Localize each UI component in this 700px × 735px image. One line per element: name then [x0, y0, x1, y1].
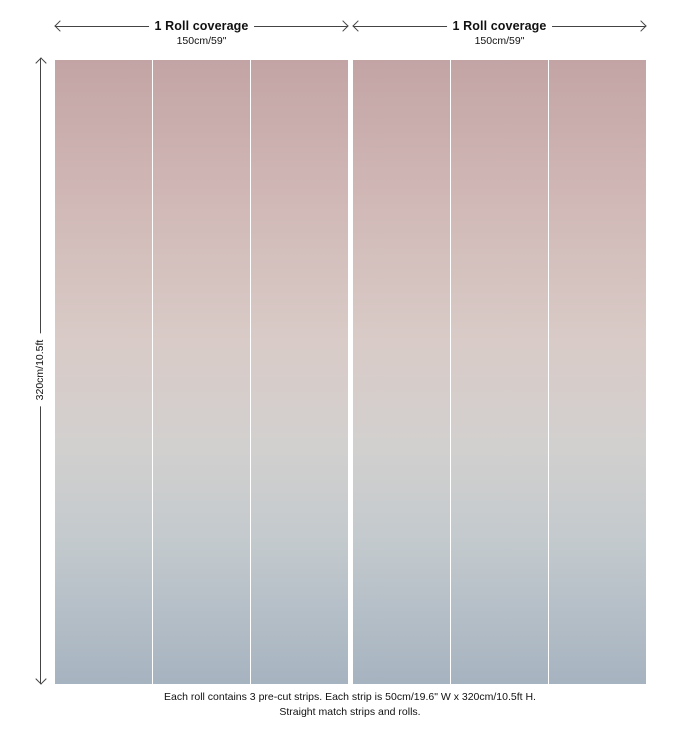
roll-1-dimension: 1 Roll coverage 150cm/59" [54, 14, 349, 54]
caption-line-2: Straight match strips and rolls. [279, 706, 421, 718]
arrow-left-icon [54, 20, 66, 32]
dimension-label: 1 Roll coverage 150cm/59" [148, 18, 255, 48]
wallpaper-strip [55, 60, 153, 684]
height-label: 320cm/10.5ft [34, 333, 46, 407]
roll-1 [55, 60, 348, 684]
wallpaper-strip [353, 60, 451, 684]
roll-coverage-title: 1 Roll coverage [154, 19, 249, 33]
arrow-left-icon [352, 20, 364, 32]
wallpaper-strip [547, 60, 646, 684]
arrow-up-icon [35, 57, 47, 69]
roll-width-label: 150cm/59" [176, 35, 227, 47]
caption-line-1: Each roll contains 3 pre-cut strips. Eac… [164, 691, 536, 703]
arrow-right-icon [635, 20, 647, 32]
roll-coverage-title: 1 Roll coverage [452, 19, 547, 33]
roll-2 [353, 60, 646, 684]
arrow-down-icon [35, 673, 47, 685]
wallpaper-strip [249, 60, 348, 684]
wallpaper-strip [152, 60, 250, 684]
roll-2-dimension: 1 Roll coverage 150cm/59" [352, 14, 647, 54]
arrow-right-icon [337, 20, 349, 32]
dimension-label: 1 Roll coverage 150cm/59" [446, 18, 553, 48]
caption: Each roll contains 3 pre-cut strips. Eac… [0, 690, 700, 720]
roll-width-label: 150cm/59" [474, 35, 525, 47]
height-dimension: 320cm/10.5ft [33, 57, 47, 685]
wallpaper-strip [450, 60, 548, 684]
